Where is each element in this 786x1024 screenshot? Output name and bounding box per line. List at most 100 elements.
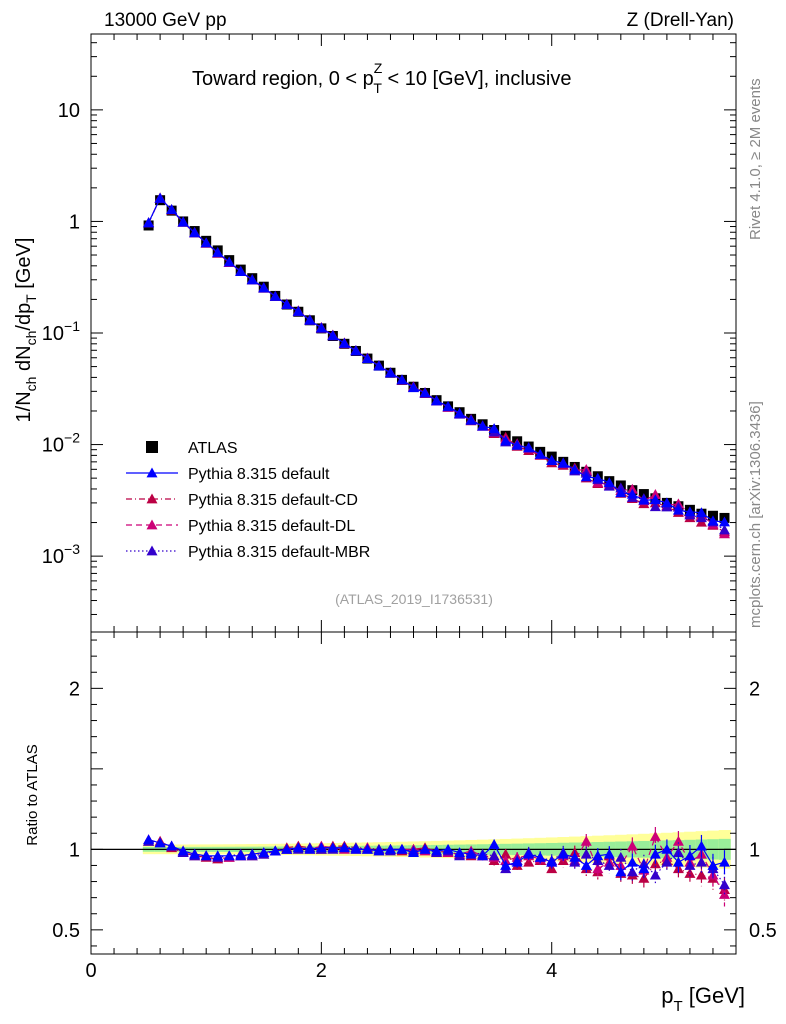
point-default bbox=[661, 497, 673, 508]
ratio-point-default bbox=[212, 850, 224, 861]
ratio-point-default bbox=[465, 848, 477, 859]
x-tick-label: 0 bbox=[85, 960, 96, 982]
ratio-point-default bbox=[718, 856, 730, 867]
point-default bbox=[592, 472, 604, 483]
ratio-panel-frame bbox=[90, 631, 737, 955]
point-default bbox=[258, 282, 270, 293]
ratio-point-default bbox=[672, 856, 684, 867]
ratio-point-dl bbox=[626, 840, 638, 851]
ratio-point-default bbox=[442, 843, 454, 854]
ratio-point-default bbox=[707, 859, 719, 870]
header-right: Z (Drell-Yan) bbox=[627, 10, 734, 31]
point-default bbox=[419, 387, 431, 398]
point-default bbox=[338, 337, 350, 348]
ratio-point-default bbox=[408, 847, 419, 857]
ratio-point-default bbox=[592, 850, 604, 861]
ratio-point-mbr bbox=[626, 866, 638, 877]
x-tick-label: 4 bbox=[546, 960, 557, 982]
point-default bbox=[292, 305, 304, 316]
chart-title: Toward region, 0 < pZ T < 10 [GeV], inclu… bbox=[192, 60, 571, 96]
ratio-point-default bbox=[511, 856, 523, 867]
point-default bbox=[707, 515, 719, 526]
point-default bbox=[361, 353, 373, 363]
point-default bbox=[684, 506, 696, 517]
ratio-point-mbr bbox=[615, 851, 627, 862]
y-axis-title: 1/Nch dNch/dpT [GeV] bbox=[13, 238, 39, 423]
ratio-y-tick-label: 2 bbox=[69, 678, 80, 700]
ratio-point-default bbox=[454, 847, 466, 857]
ratio-point-mbr bbox=[695, 856, 707, 867]
point-default bbox=[235, 266, 247, 276]
ratio-point-default bbox=[431, 845, 443, 856]
point-default bbox=[626, 488, 638, 499]
ratio-series-layer bbox=[143, 826, 730, 907]
ratio-point-default bbox=[384, 843, 396, 854]
point-default bbox=[488, 423, 500, 433]
point-default bbox=[511, 439, 523, 450]
point-default bbox=[223, 256, 235, 267]
legend: ATLAS Pythia 8.315 default Pythia 8.315 de… bbox=[126, 440, 370, 561]
ratio-y-tick-label: 0.5 bbox=[52, 920, 80, 942]
legend-marker bbox=[146, 467, 158, 478]
point-default bbox=[281, 299, 293, 309]
y-tick-label: 10 bbox=[58, 100, 80, 122]
ratio-point-default bbox=[615, 866, 627, 877]
y-tick-label: 10−1 bbox=[42, 318, 80, 345]
ratio-y-tick-label: 1 bbox=[69, 839, 80, 861]
ratio-point-cd bbox=[695, 869, 707, 880]
ratio-point-default bbox=[396, 843, 408, 854]
point-default bbox=[189, 227, 201, 237]
point-default bbox=[327, 330, 339, 340]
point-default bbox=[177, 216, 189, 227]
main-series-layer bbox=[143, 192, 730, 539]
ratio-point-default bbox=[166, 840, 178, 851]
point-default bbox=[672, 504, 684, 515]
ratio-point-default bbox=[246, 848, 258, 859]
ratio-point-mbr bbox=[661, 856, 673, 867]
ratio-point-default bbox=[603, 848, 615, 859]
point-default bbox=[396, 374, 408, 385]
point-default bbox=[718, 516, 730, 527]
ratio-point-dl bbox=[580, 835, 592, 846]
point-default bbox=[454, 407, 466, 418]
point-mbr bbox=[718, 524, 730, 535]
ratio-point-default bbox=[477, 850, 489, 861]
point-default bbox=[695, 507, 707, 518]
ratio-point-mbr bbox=[603, 859, 615, 870]
point-default bbox=[580, 471, 592, 482]
ratio-point-default bbox=[419, 843, 431, 854]
ratio-point-default bbox=[143, 834, 155, 845]
ratio-point-mbr bbox=[649, 869, 661, 880]
point-default bbox=[500, 435, 512, 446]
legend-label: Pythia 8.315 default-CD bbox=[188, 492, 358, 509]
y-tick-label: 10−3 bbox=[42, 541, 80, 568]
ratio-point-default bbox=[523, 848, 535, 859]
point-default bbox=[477, 420, 489, 431]
ratio-point-default bbox=[235, 850, 247, 861]
point-default bbox=[200, 237, 212, 248]
ratio-point-default bbox=[488, 839, 500, 849]
point-default bbox=[408, 382, 419, 393]
point-default bbox=[431, 395, 443, 406]
point-dl bbox=[626, 483, 638, 494]
ratio-point-default bbox=[223, 850, 235, 861]
point-default bbox=[603, 477, 615, 488]
ratio-point-mbr bbox=[580, 848, 592, 859]
legend-label: Pythia 8.315 default-DL bbox=[188, 518, 355, 535]
point-default bbox=[315, 322, 327, 333]
point-default bbox=[465, 414, 477, 425]
ratio-point-default bbox=[292, 842, 304, 853]
legend-marker bbox=[146, 545, 158, 556]
ratio-point-default bbox=[338, 842, 350, 853]
point-default bbox=[523, 442, 535, 453]
ratio-point-default bbox=[557, 848, 569, 859]
analysis-watermark: (ATLAS_2019_I1736531) bbox=[335, 591, 493, 607]
ratio-axis-title: Ratio to ATLAS bbox=[24, 744, 41, 845]
ratio-point-default bbox=[361, 843, 373, 854]
point-default bbox=[534, 448, 546, 459]
legend-marker-atlas bbox=[146, 441, 158, 453]
ratio-point-default bbox=[649, 848, 661, 859]
ratio-point-dl bbox=[672, 835, 684, 846]
axis-ticks: 0 2 4 10 1 10−1 10−2 10−3 2 2 1 1 0.5 0.5 bbox=[42, 34, 777, 982]
